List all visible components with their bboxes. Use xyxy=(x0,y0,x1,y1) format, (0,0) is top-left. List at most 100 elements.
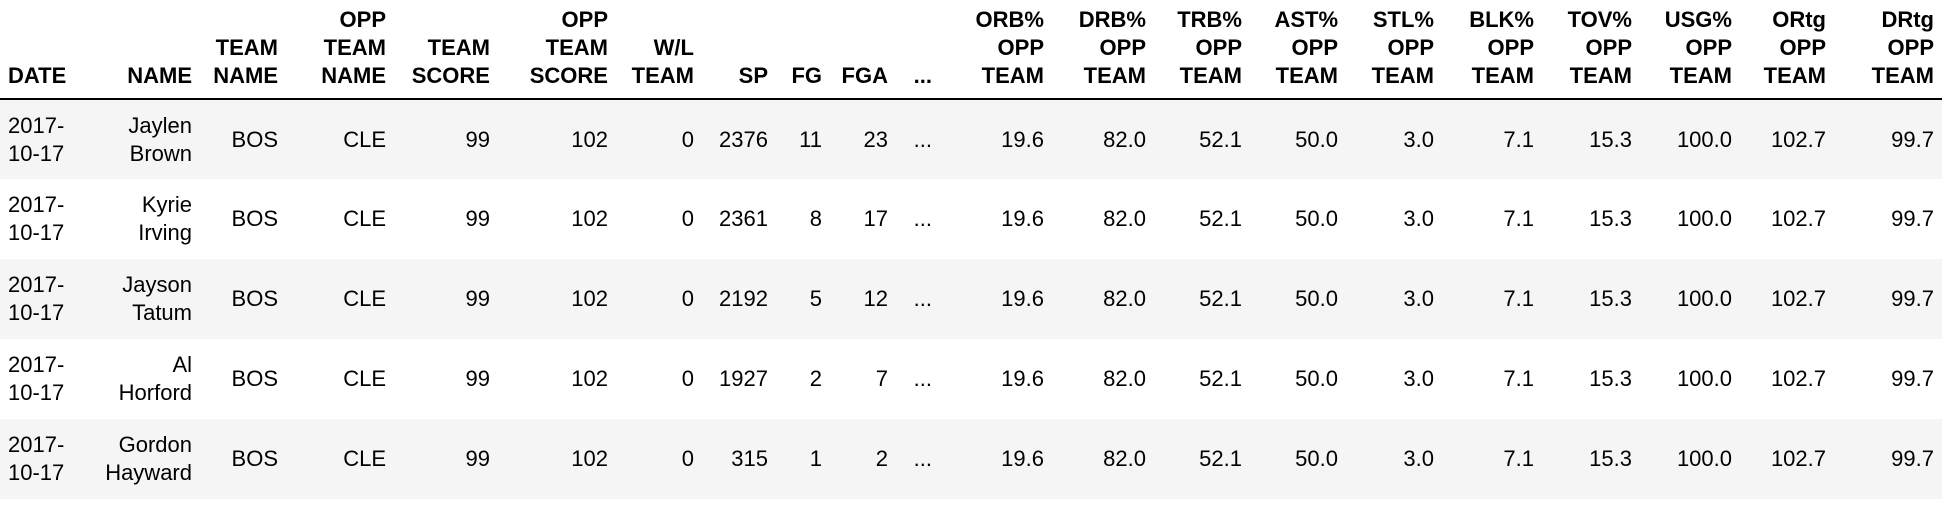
cell-opp-team-name: CLE xyxy=(343,206,386,231)
cell-name: Jayson Tatum xyxy=(122,272,192,325)
cell-opp-team-score: 102 xyxy=(571,286,608,311)
cell-team-name: BOS xyxy=(231,206,278,231)
cell-ellipsis: ... xyxy=(913,126,932,152)
cell-tov-opp-team: 15.3 xyxy=(1589,366,1632,391)
column-header-orb-opp-team: ORB% OPP TEAM xyxy=(940,0,1052,100)
cell-fg: 2 xyxy=(809,366,822,391)
cell-tov-opp-team: 15.3 xyxy=(1589,286,1632,311)
cell-trb-opp-team: 52.1 xyxy=(1199,286,1242,311)
cell-wl-team: 0 xyxy=(681,446,694,471)
column-header-tov-opp-team: TOV% OPP TEAM xyxy=(1542,0,1640,100)
cell-sp: 315 xyxy=(731,446,768,471)
table-row: 2017- 10-17 Jaylen Brown BOS CLE 99 102 0 … xyxy=(0,99,1942,179)
cell-name: Al Horford xyxy=(118,352,192,405)
cell-ast-opp-team: 50.0 xyxy=(1295,286,1338,311)
cell-tov-opp-team: 15.3 xyxy=(1589,206,1632,231)
cell-drtg-opp-team: 99.7 xyxy=(1891,446,1934,471)
cell-name: Gordon Hayward xyxy=(105,432,192,485)
cell-ast-opp-team: 50.0 xyxy=(1295,366,1338,391)
cell-date: 2017- 10-17 xyxy=(8,432,65,485)
cell-opp-team-score: 102 xyxy=(571,206,608,231)
cell-opp-team-name: CLE xyxy=(343,126,386,152)
cell-ellipsis: ... xyxy=(913,286,932,311)
cell-trb-opp-team: 52.1 xyxy=(1199,206,1242,231)
cell-drb-opp-team: 82.0 xyxy=(1103,206,1146,231)
cell-sp: 1927 xyxy=(719,366,768,391)
cell-fg: 5 xyxy=(809,286,822,311)
column-header-name: NAME xyxy=(82,0,200,100)
cell-date: 2017- 10-17 xyxy=(8,352,65,405)
cell-team-score: 99 xyxy=(465,286,490,311)
cell-team-name: BOS xyxy=(231,286,278,311)
cell-fga: 12 xyxy=(863,286,888,311)
cell-fga: 23 xyxy=(863,126,888,152)
column-header-blk-opp-team: BLK% OPP TEAM xyxy=(1442,0,1542,100)
cell-team-name: BOS xyxy=(231,446,278,471)
cell-drtg-opp-team: 99.7 xyxy=(1891,286,1934,311)
cell-stl-opp-team: 3.0 xyxy=(1403,446,1434,471)
cell-team-score: 99 xyxy=(465,206,490,231)
cell-stl-opp-team: 3.0 xyxy=(1403,206,1434,231)
cell-usg-opp-team: 100.0 xyxy=(1676,286,1732,311)
cell-stl-opp-team: 3.0 xyxy=(1403,126,1434,152)
cell-drb-opp-team: 82.0 xyxy=(1103,366,1146,391)
cell-usg-opp-team: 100.0 xyxy=(1676,446,1732,471)
cell-ortg-opp-team: 102.7 xyxy=(1770,206,1826,231)
cell-team-name: BOS xyxy=(231,366,278,391)
cell-date: 2017- 10-17 xyxy=(8,272,65,325)
cell-fg: 11 xyxy=(799,126,822,152)
cell-wl-team: 0 xyxy=(681,366,694,391)
cell-opp-team-name: CLE xyxy=(343,366,386,391)
column-header-wl-team: W/L TEAM xyxy=(616,0,702,100)
cell-ast-opp-team: 50.0 xyxy=(1295,206,1338,231)
cell-fg: 1 xyxy=(809,446,822,471)
column-header-stl-opp-team: STL% OPP TEAM xyxy=(1346,0,1442,100)
column-header-fg: FG xyxy=(776,0,830,100)
column-header-fga: FGA xyxy=(830,0,896,100)
cell-opp-team-score: 102 xyxy=(571,446,608,471)
cell-blk-opp-team: 7.1 xyxy=(1503,446,1534,471)
cell-stl-opp-team: 3.0 xyxy=(1403,366,1434,391)
cell-tov-opp-team: 15.3 xyxy=(1589,446,1632,471)
column-header-drb-opp-team: DRB% OPP TEAM xyxy=(1052,0,1154,100)
cell-trb-opp-team: 52.1 xyxy=(1199,126,1242,152)
column-header-team-score: TEAM SCORE xyxy=(394,0,498,100)
cell-sp: 2192 xyxy=(719,286,768,311)
cell-orb-opp-team: 19.6 xyxy=(1001,446,1044,471)
column-header-date: DATE xyxy=(0,0,82,100)
cell-ellipsis: ... xyxy=(913,366,932,391)
cell-ortg-opp-team: 102.7 xyxy=(1770,446,1826,471)
cell-date: 2017- 10-17 xyxy=(8,192,65,245)
cell-trb-opp-team: 52.1 xyxy=(1199,446,1242,471)
cell-name: Jaylen Brown xyxy=(128,112,192,166)
cell-blk-opp-team: 7.1 xyxy=(1503,286,1534,311)
cell-fga: 7 xyxy=(875,366,888,391)
cell-team-score: 99 xyxy=(465,446,490,471)
cell-ast-opp-team: 50.0 xyxy=(1295,126,1338,152)
cell-usg-opp-team: 100.0 xyxy=(1676,126,1732,152)
cell-usg-opp-team: 100.0 xyxy=(1676,206,1732,231)
cell-ortg-opp-team: 102.7 xyxy=(1770,126,1826,152)
table-row: 2017- 10-17 Al Horford BOS CLE 99 102 0 19… xyxy=(0,339,1942,419)
cell-orb-opp-team: 19.6 xyxy=(1001,286,1044,311)
cell-blk-opp-team: 7.1 xyxy=(1503,206,1534,231)
cell-blk-opp-team: 7.1 xyxy=(1503,366,1534,391)
cell-blk-opp-team: 7.1 xyxy=(1503,126,1534,152)
cell-ellipsis: ... xyxy=(913,446,932,471)
column-header-ast-opp-team: AST% OPP TEAM xyxy=(1250,0,1346,100)
column-header-opp-team-score: OPP TEAM SCORE xyxy=(498,0,616,100)
cell-team-name: BOS xyxy=(231,126,278,152)
cell-opp-team-name: CLE xyxy=(343,286,386,311)
cell-drtg-opp-team: 99.7 xyxy=(1891,126,1934,152)
column-header-trb-opp-team: TRB% OPP TEAM xyxy=(1154,0,1250,100)
header-row: DATE NAME TEAM NAME OPP TEAM NAME TEAM SCORE… xyxy=(0,0,1942,100)
cell-opp-team-name: CLE xyxy=(343,446,386,471)
cell-opp-team-score: 102 xyxy=(571,366,608,391)
cell-name: Kyrie Irving xyxy=(138,192,192,245)
column-header-usg-opp-team: USG% OPP TEAM xyxy=(1640,0,1740,100)
cell-ellipsis: ... xyxy=(913,206,932,231)
table-row: 2017- 10-17 Jayson Tatum BOS CLE 99 102 0 … xyxy=(0,259,1942,339)
column-header-opp-team-name: OPP TEAM NAME xyxy=(286,0,394,100)
cell-drb-opp-team: 82.0 xyxy=(1103,446,1146,471)
column-header-team-name: TEAM NAME xyxy=(200,0,286,100)
